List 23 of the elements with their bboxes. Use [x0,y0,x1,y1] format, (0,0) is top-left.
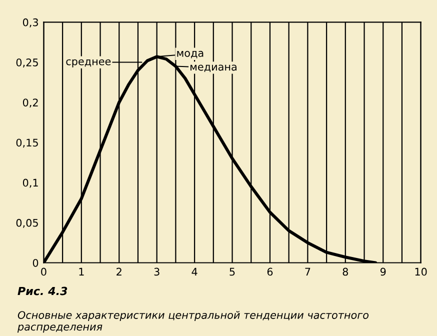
x-tick-label: 5 [230,268,235,276]
y-tick-label: 0,05 [16,218,38,228]
x-tick-label: 7 [305,268,310,276]
annotation: медиана [190,64,236,72]
annotation: мода [177,50,204,58]
x-tick-label: 1 [79,268,84,276]
x-tick-label: 0 [41,268,46,276]
y-tick-label: 0,3 [22,18,38,28]
y-tick-label: 0,25 [16,58,38,68]
y-tick-label: 0,1 [22,178,38,188]
annotation: среднее [66,59,111,68]
x-tick-label: 4 [192,268,198,276]
y-tick-label: 0,2 [22,98,38,108]
text: Основные характеристики центральной тенденции частотного распределения [17,310,369,333]
x-tick-label: 8 [342,268,348,276]
x-tick-label: 9 [380,268,386,276]
x-tick-label: 3 [154,268,160,276]
y-tick-label: 0 [32,258,38,267]
x-tick-label: 6 [267,268,273,276]
text: Рис. 4.3 [18,286,68,296]
x-tick-label: 10 [415,268,427,276]
y-tick-label: 0,15 [16,138,38,148]
x-tick-label: 2 [116,268,122,276]
